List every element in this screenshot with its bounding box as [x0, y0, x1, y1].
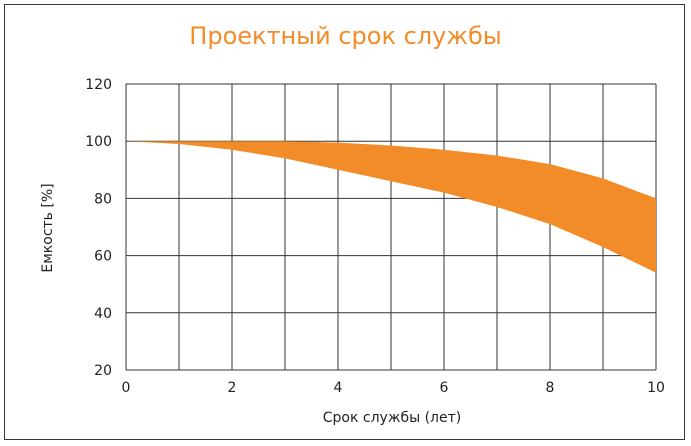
x-axis-label: Срок службы (лет) [323, 410, 461, 426]
y-tick-label: 80 [94, 191, 112, 207]
tick-labels: 0 2 4 6 8 10 20 40 60 80 100 120 [85, 77, 665, 396]
x-tick-label: 6 [440, 380, 449, 396]
capacity-band [126, 141, 656, 273]
y-axis-label: Емкость [%] [40, 183, 56, 272]
x-tick-label: 4 [334, 380, 343, 396]
grid [125, 83, 657, 371]
x-tick-label: 0 [122, 380, 131, 396]
y-tick-label: 20 [94, 363, 112, 379]
y-tick-label: 40 [94, 306, 112, 322]
chart-title: Проектный срок службы [189, 22, 502, 50]
x-tick-label: 8 [546, 380, 555, 396]
x-tick-label: 2 [228, 380, 237, 396]
y-tick-label: 120 [85, 77, 112, 93]
x-tick-label: 10 [647, 380, 665, 396]
y-tick-label: 60 [94, 249, 112, 265]
y-tick-label: 100 [85, 134, 112, 150]
